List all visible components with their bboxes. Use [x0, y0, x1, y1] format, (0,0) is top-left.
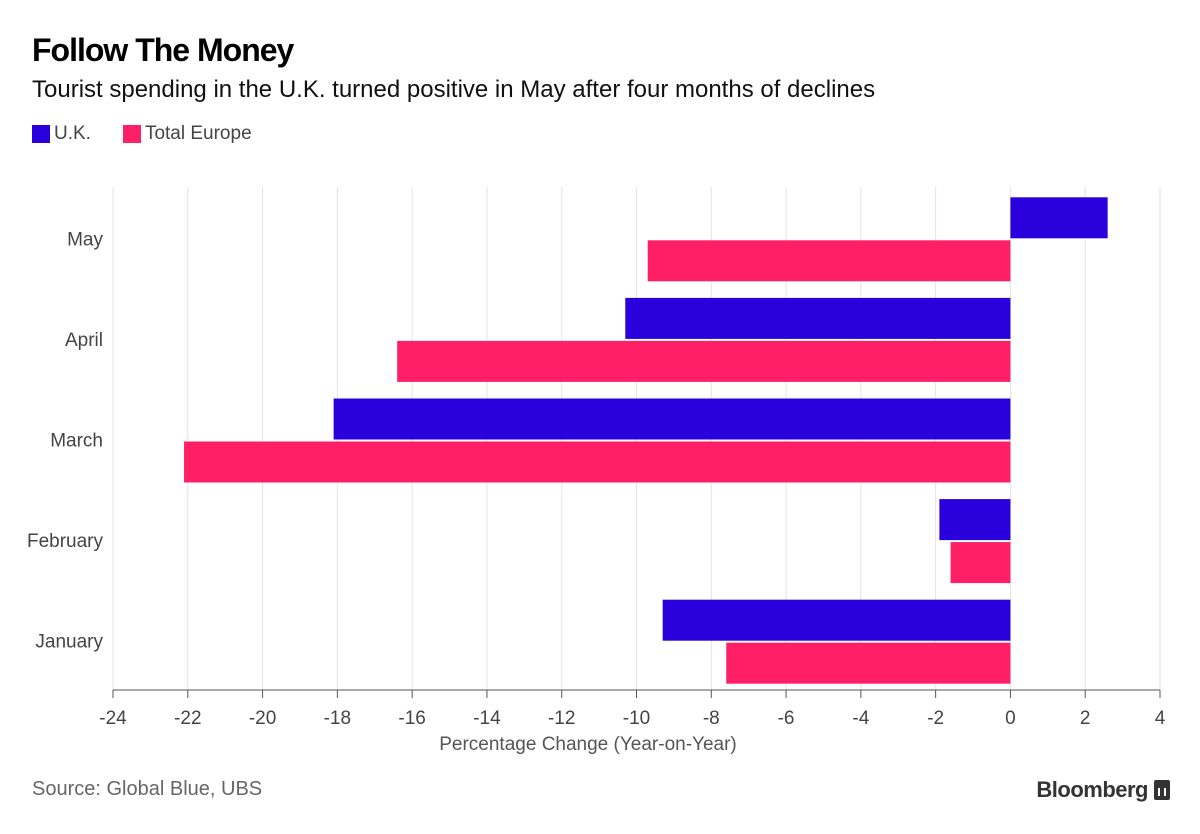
x-axis-title: Percentage Change (Year-on-Year): [439, 734, 737, 755]
x-tick-label: 4: [1155, 708, 1166, 729]
category-label: March: [50, 431, 103, 452]
x-tick-label: -6: [778, 708, 795, 729]
bar-u-k-may: [1010, 197, 1108, 239]
x-tick-label: 2: [1080, 708, 1091, 729]
x-tick-label: -24: [99, 708, 127, 729]
bar-u-k-april: [625, 297, 1011, 339]
legend-swatch-total-europe: [122, 125, 141, 143]
x-tick-label: -22: [174, 708, 201, 729]
category-label: February: [27, 531, 104, 552]
bar-u-k-january: [662, 599, 1011, 641]
x-tick-label: -14: [473, 708, 501, 729]
x-tick-label: -16: [398, 708, 425, 729]
category-label: April: [65, 330, 103, 351]
bar-u-k-february: [939, 499, 1011, 541]
brand-logo: Bloomberg: [1036, 777, 1170, 803]
x-tick-label: 0: [1005, 708, 1016, 729]
legend-swatch-uk: [32, 125, 50, 143]
x-tick-label: -4: [852, 708, 869, 729]
category-label: January: [35, 632, 103, 653]
category-label: May: [67, 229, 103, 250]
bar-total-europe-january: [726, 642, 1011, 684]
legend-item-total-europe: Total Europe: [122, 123, 252, 145]
legend-label-uk: U.K.: [54, 123, 91, 144]
x-tick-label: -10: [623, 708, 650, 729]
legend-item-uk: U.K.: [32, 123, 91, 145]
x-tick-label: -8: [703, 708, 720, 729]
x-tick-label: -12: [548, 708, 575, 729]
x-tick-label: -18: [324, 708, 351, 729]
bar-total-europe-march: [184, 441, 1011, 483]
x-tick-label: -20: [249, 708, 276, 729]
bar-total-europe-may: [647, 240, 1011, 282]
bar-total-europe-february: [950, 542, 1011, 584]
x-tick-label: -2: [927, 708, 944, 729]
chart-title: Follow The Money: [32, 32, 294, 68]
bar-total-europe-april: [397, 340, 1011, 382]
bloomberg-chart-icon: [1154, 780, 1170, 800]
chart-subtitle: Tourist spending in the U.K. turned posi…: [32, 76, 876, 103]
legend: U.K. Total Europe: [32, 123, 284, 145]
legend-label-total-europe: Total Europe: [144, 123, 252, 144]
bar-u-k-march: [333, 398, 1011, 440]
brand-name: Bloomberg: [1036, 777, 1148, 802]
source-note: Source: Global Blue, UBS: [32, 778, 263, 800]
